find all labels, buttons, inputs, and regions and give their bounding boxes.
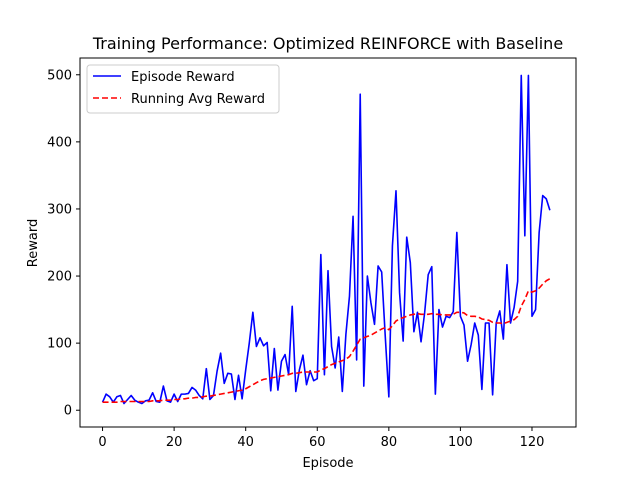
legend-label: Episode Reward: [131, 70, 235, 85]
x-tick-label: 20: [166, 435, 183, 450]
legend-box: [86, 64, 280, 114]
x-axis-ticks: 0 20 40 60 80 100 120: [98, 427, 544, 450]
x-tick-label: 0: [98, 435, 106, 450]
series-line-running-avg-reward: [102, 278, 551, 403]
y-tick-label: 400: [47, 135, 72, 150]
y-tick-label: 200: [47, 270, 72, 285]
x-tick-label: 100: [448, 435, 473, 450]
y-axis-ticks: 0 100 200 300 400 500: [47, 68, 80, 419]
x-tick-label: 120: [520, 435, 545, 450]
chart-title: Training Performance: Optimized REINFORC…: [92, 34, 563, 53]
x-tick-label: 40: [237, 435, 254, 450]
y-tick-label: 100: [47, 337, 72, 352]
y-axis-label: Reward: [26, 219, 41, 267]
x-tick-label: 60: [309, 435, 326, 450]
x-axis-label: Episode: [302, 456, 353, 471]
legend: Episode Reward Running Avg Reward: [86, 64, 280, 114]
plot-area: [79, 57, 577, 428]
legend-label: Running Avg Reward: [131, 92, 265, 107]
x-tick-label: 80: [381, 435, 398, 450]
axes-frame: [79, 57, 577, 428]
y-tick-label: 300: [47, 202, 72, 217]
y-tick-label: 0: [64, 404, 72, 419]
y-tick-label: 500: [47, 68, 72, 83]
